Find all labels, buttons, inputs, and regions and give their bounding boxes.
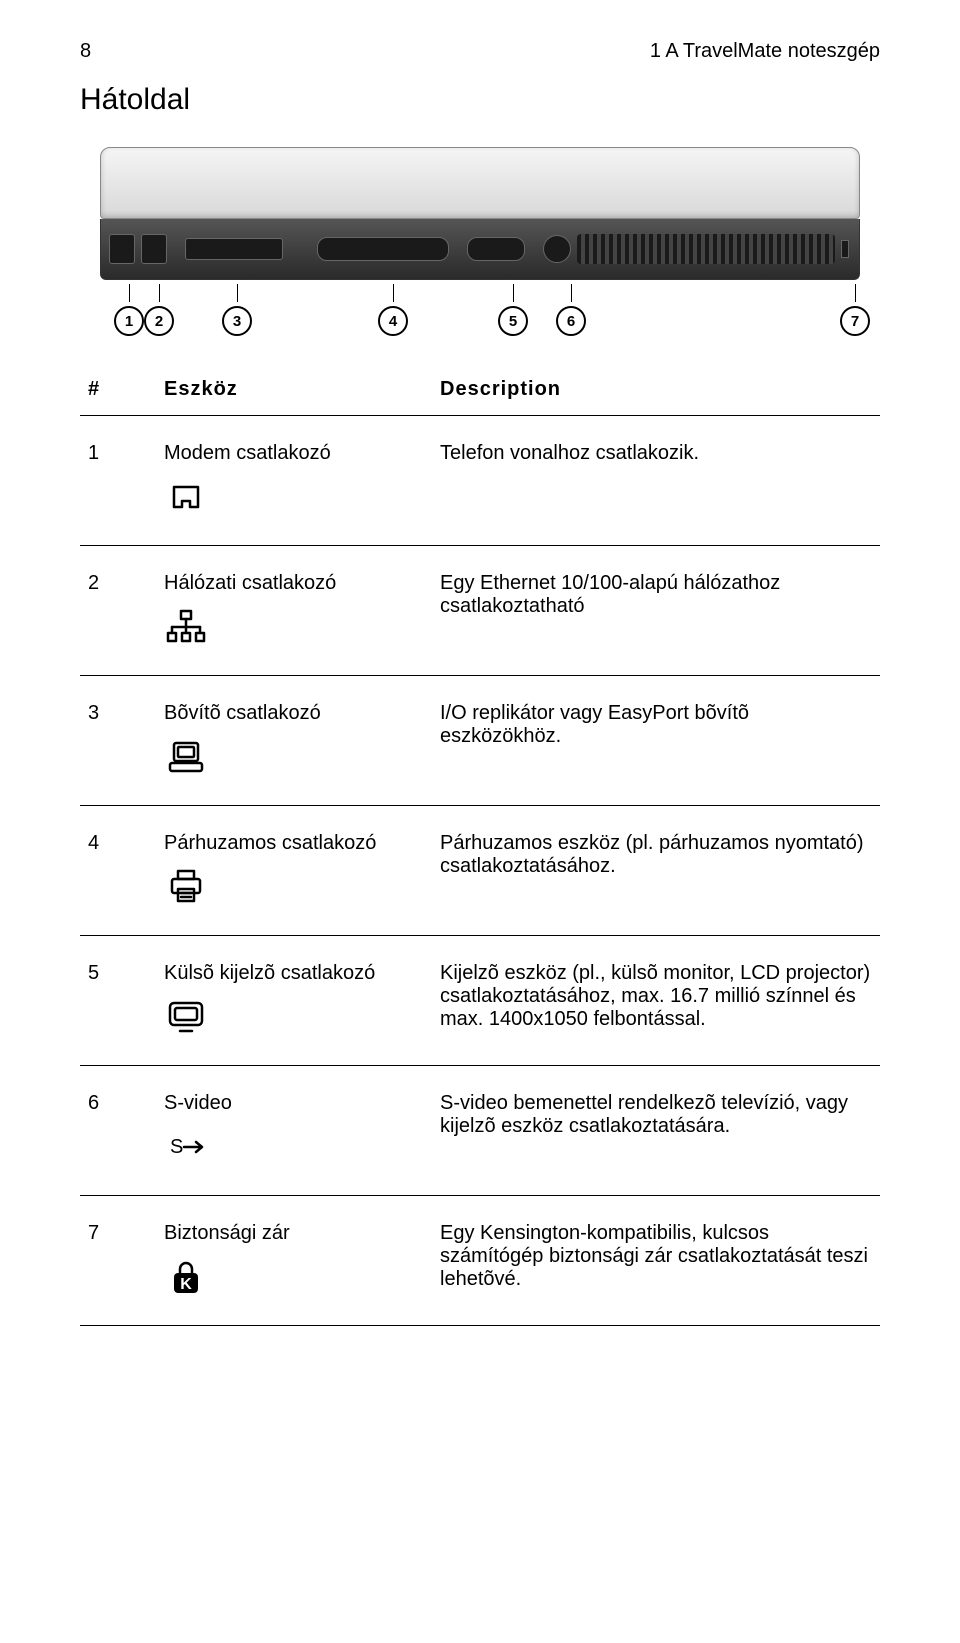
device-label: S-video (164, 1092, 424, 1115)
row-device: Hálózati csatlakozó (156, 546, 432, 676)
rear-diagram: 1 2 3 4 5 6 7 (100, 147, 860, 344)
table-row: 7 Biztonsági zár K Egy Kensington-kompatibi… (80, 1196, 880, 1326)
table-row: 3 Bõvítõ csatlakozó I/O replikátor vagy Ea… (80, 676, 880, 806)
ethernet-icon (164, 605, 208, 649)
table-row: 1 Modem csatlakozó Telefon vonalhoz csatla… (80, 416, 880, 546)
monitor-icon (164, 995, 208, 1039)
device-label: Párhuzamos csatlakozó (164, 832, 424, 855)
row-desc: I/O replikátor vagy EasyPort bõvítõ eszk… (432, 676, 880, 806)
printer-icon (164, 865, 208, 909)
table-row: 2 Hálózati csatlakozó Egy Ethernet 10/100-… (80, 546, 880, 676)
table-row: 5 Külsõ kijelzõ csatlakozó Kijelzõ eszköz … (80, 936, 880, 1066)
callout-1: 1 (114, 306, 144, 336)
row-num: 5 (80, 936, 156, 1066)
callout-4: 4 (378, 306, 408, 336)
device-label: Biztonsági zár (164, 1222, 424, 1245)
callout-6: 6 (556, 306, 586, 336)
lock-icon: K (164, 1255, 208, 1299)
row-desc: Telefon vonalhoz csatlakozik. (432, 416, 880, 546)
callout-7: 7 (840, 306, 870, 336)
page-number: 8 (80, 40, 91, 63)
row-num: 2 (80, 546, 156, 676)
col-header-num: # (80, 364, 156, 416)
col-header-device: Eszköz (156, 364, 432, 416)
section-title: Hátoldal (80, 83, 880, 117)
row-device: Külsõ kijelzõ csatlakozó (156, 936, 432, 1066)
table-row: 4 Párhuzamos csatlakozó Párhuzamos eszköz … (80, 806, 880, 936)
dock-icon (164, 735, 208, 779)
row-num: 6 (80, 1066, 156, 1196)
row-device: Biztonsági zár K (156, 1196, 432, 1326)
device-label: Bõvítõ csatlakozó (164, 702, 424, 725)
row-desc: Kijelzõ eszköz (pl., külsõ monitor, LCD … (432, 936, 880, 1066)
row-desc: S-video bemenettel rendelkezõ televízió,… (432, 1066, 880, 1196)
row-device: Modem csatlakozó (156, 416, 432, 546)
row-desc: Egy Kensington-kompatibilis, kulcsos szá… (432, 1196, 880, 1326)
device-label: Külsõ kijelzõ csatlakozó (164, 962, 424, 985)
row-device: Bõvítõ csatlakozó (156, 676, 432, 806)
svg-text:K: K (180, 1276, 192, 1293)
row-num: 4 (80, 806, 156, 936)
table-row: 6 S-video S S-video bemenettel rendelkezõ t… (80, 1066, 880, 1196)
chapter-title: 1 A TravelMate noteszgép (650, 40, 880, 63)
row-desc: Egy Ethernet 10/100-alapú hálózathoz csa… (432, 546, 880, 676)
row-num: 7 (80, 1196, 156, 1326)
rj11-icon (164, 475, 208, 519)
svg-text:S: S (170, 1136, 183, 1158)
device-label: Hálózati csatlakozó (164, 572, 424, 595)
row-num: 3 (80, 676, 156, 806)
ports-table: # Eszköz Description 1 Modem csatlakozó Te… (80, 364, 880, 1326)
row-num: 1 (80, 416, 156, 546)
callout-5: 5 (498, 306, 528, 336)
callout-3: 3 (222, 306, 252, 336)
col-header-desc: Description (432, 364, 880, 416)
row-desc: Párhuzamos eszköz (pl. párhuzamos nyomta… (432, 806, 880, 936)
device-label: Modem csatlakozó (164, 442, 424, 465)
callout-2: 2 (144, 306, 174, 336)
row-device: Párhuzamos csatlakozó (156, 806, 432, 936)
row-device: S-video S (156, 1066, 432, 1196)
svideo-icon: S (164, 1125, 208, 1169)
